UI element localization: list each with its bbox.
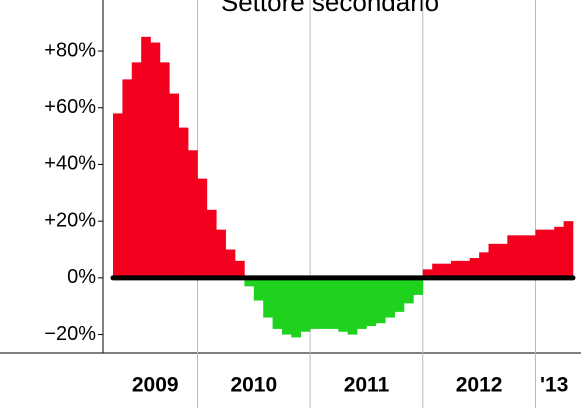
x-group-label: '13 (540, 374, 568, 397)
bar (319, 277, 330, 329)
bar (488, 243, 499, 278)
bar (497, 243, 508, 278)
y-tick-label: 0% (67, 266, 96, 288)
bar (206, 209, 217, 278)
bar (131, 62, 142, 278)
bar (413, 277, 424, 295)
bar (554, 226, 564, 278)
bar (159, 62, 170, 278)
bar (113, 113, 123, 278)
bar (516, 235, 527, 278)
bar (216, 229, 226, 278)
bar (404, 277, 414, 304)
bar (178, 127, 189, 278)
bar (253, 277, 264, 301)
bar (535, 229, 546, 278)
y-tick-label: +80% (44, 39, 96, 61)
bar (188, 150, 198, 278)
bar (169, 93, 180, 278)
bar (432, 263, 442, 278)
bar (422, 269, 433, 278)
bar (310, 277, 320, 329)
y-tick-label: +40% (44, 153, 96, 175)
bar (347, 277, 358, 335)
bar (460, 260, 471, 278)
chart-title: Settore secondario (221, 0, 439, 17)
bar (385, 277, 395, 318)
bar (281, 277, 292, 335)
bar (272, 277, 283, 329)
y-tick-label: −20% (44, 323, 96, 345)
bar (526, 235, 536, 278)
bar (479, 252, 489, 278)
bar (122, 79, 133, 278)
bar (338, 277, 348, 332)
bar (544, 229, 555, 278)
x-group-label: 2009 (132, 374, 179, 397)
bar (563, 221, 574, 278)
bar (263, 277, 273, 318)
bar (394, 277, 405, 312)
bar (244, 277, 255, 287)
bar (375, 277, 386, 324)
bar (141, 36, 151, 278)
x-group-label: 2011 (344, 374, 390, 397)
bar (235, 260, 245, 278)
bar (469, 258, 480, 278)
bar (366, 277, 377, 327)
bar (197, 178, 208, 278)
bar (225, 249, 236, 278)
y-tick-label: +60% (44, 96, 96, 118)
bar (300, 277, 311, 332)
bar (450, 260, 461, 278)
bar (441, 263, 452, 278)
x-group-label: 2010 (230, 374, 277, 397)
x-group-label: 2012 (456, 374, 503, 397)
bar (328, 277, 339, 329)
bar (291, 277, 302, 338)
bar (357, 277, 367, 329)
bar (507, 235, 517, 278)
y-tick-label: +20% (44, 209, 96, 231)
bar (150, 42, 161, 278)
